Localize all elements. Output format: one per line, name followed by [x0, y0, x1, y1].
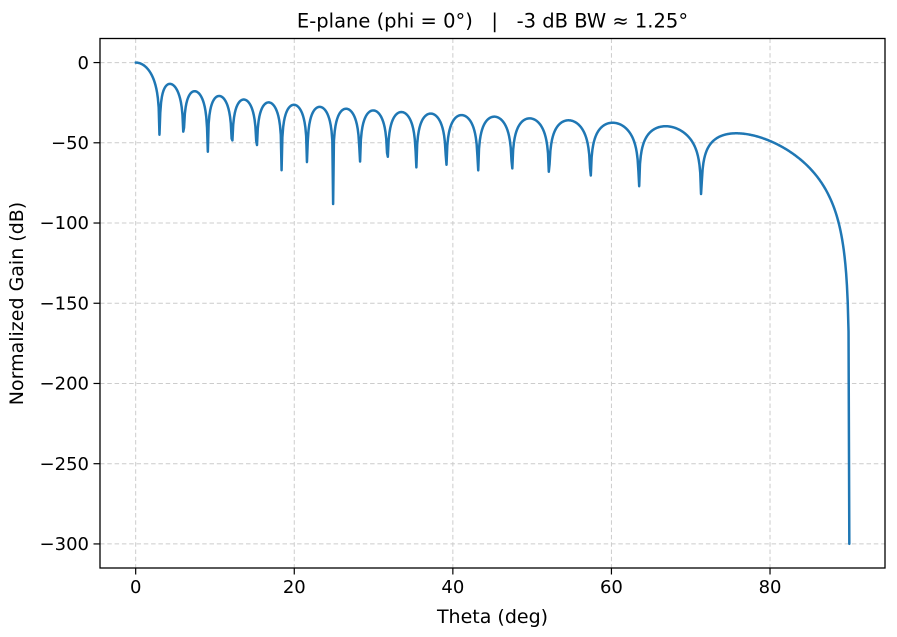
- y-tick-label: −200: [40, 374, 89, 395]
- y-tick-label: −100: [40, 213, 89, 234]
- x-axis-label: Theta (deg): [436, 606, 548, 628]
- tick-layer: 0 20 40 60 80 0 −50 −100 −150 −200 −250 −300: [40, 53, 782, 598]
- y-tick-label: −300: [40, 534, 89, 555]
- x-tick-label: 40: [441, 577, 464, 598]
- y-axis-label: Normalized Gain (dB): [6, 202, 28, 405]
- chart-title: E-plane (phi = 0°) | -3 dB BW ≈ 1.25°: [297, 10, 688, 33]
- data-layer: [134, 61, 851, 546]
- y-tick-label: −50: [51, 133, 89, 154]
- x-tick-label: 20: [283, 577, 306, 598]
- y-tick-label: 0: [78, 53, 89, 74]
- grid-layer: [100, 38, 885, 568]
- x-tick-label: 0: [130, 577, 141, 598]
- y-tick-label: −250: [40, 454, 89, 475]
- axes-border: [99, 37, 886, 569]
- data-line: [134, 61, 851, 546]
- y-tick-label: −150: [40, 293, 89, 314]
- x-tick-label: 80: [759, 577, 782, 598]
- x-tick-label: 60: [600, 577, 623, 598]
